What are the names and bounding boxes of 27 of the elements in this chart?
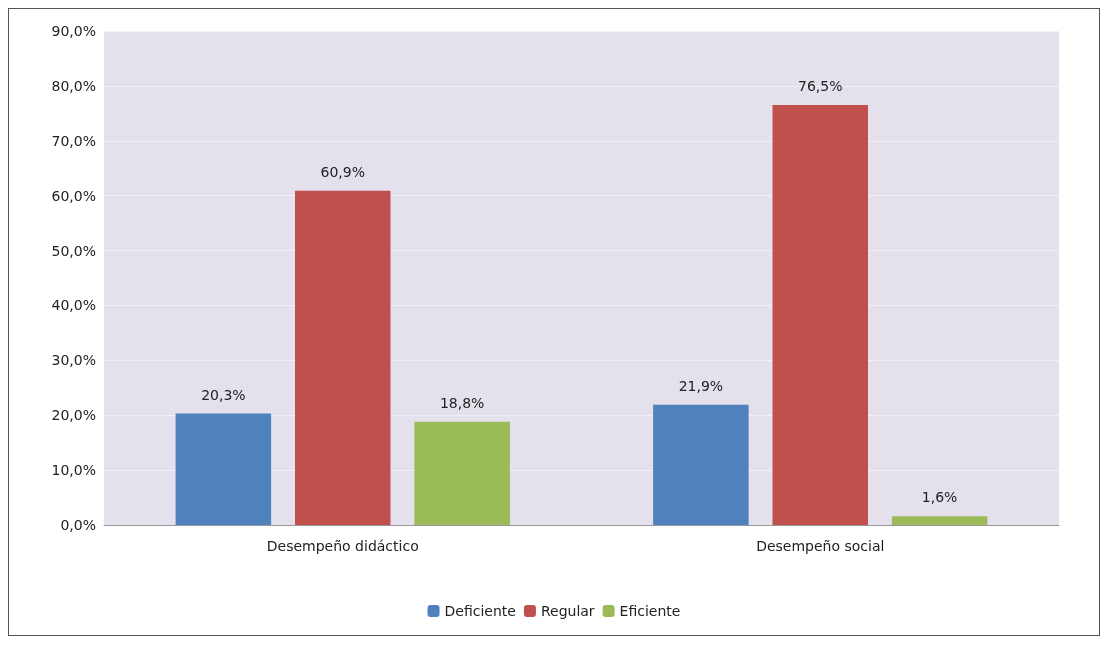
data-label: 1,6% xyxy=(921,489,958,506)
data-label: 18,8% xyxy=(439,394,485,411)
y-tick-label: 10,0% xyxy=(51,462,96,479)
y-tick-label: 60,0% xyxy=(51,187,96,204)
bar xyxy=(653,404,749,525)
data-label: 20,3% xyxy=(201,386,246,403)
y-tick-label: 50,0% xyxy=(51,242,96,259)
x-tick-label: Desempeño didáctico xyxy=(266,538,419,554)
data-label: 76,5% xyxy=(798,78,843,95)
data-label: 60,9% xyxy=(320,163,365,180)
y-tick-label: 0,0% xyxy=(60,517,96,533)
legend-label: Regular xyxy=(540,603,595,619)
bar xyxy=(772,105,868,525)
y-tick-label: 80,0% xyxy=(51,77,96,94)
bar xyxy=(891,516,988,525)
legend-label: Deficiente xyxy=(444,603,516,619)
legend-label: Eficiente xyxy=(619,603,681,619)
y-tick-label: 20,0% xyxy=(51,407,96,424)
data-label: 21,9% xyxy=(678,377,724,394)
x-tick-label: Desempeño social xyxy=(756,538,885,554)
bar xyxy=(175,413,272,525)
y-tick-label: 90,0% xyxy=(51,23,96,39)
y-tick-label: 30,0% xyxy=(51,352,96,369)
bar xyxy=(414,421,510,525)
y-tick-label: 40,0% xyxy=(51,297,96,314)
bar xyxy=(295,190,391,525)
y-tick-label: 70,0% xyxy=(51,132,96,149)
